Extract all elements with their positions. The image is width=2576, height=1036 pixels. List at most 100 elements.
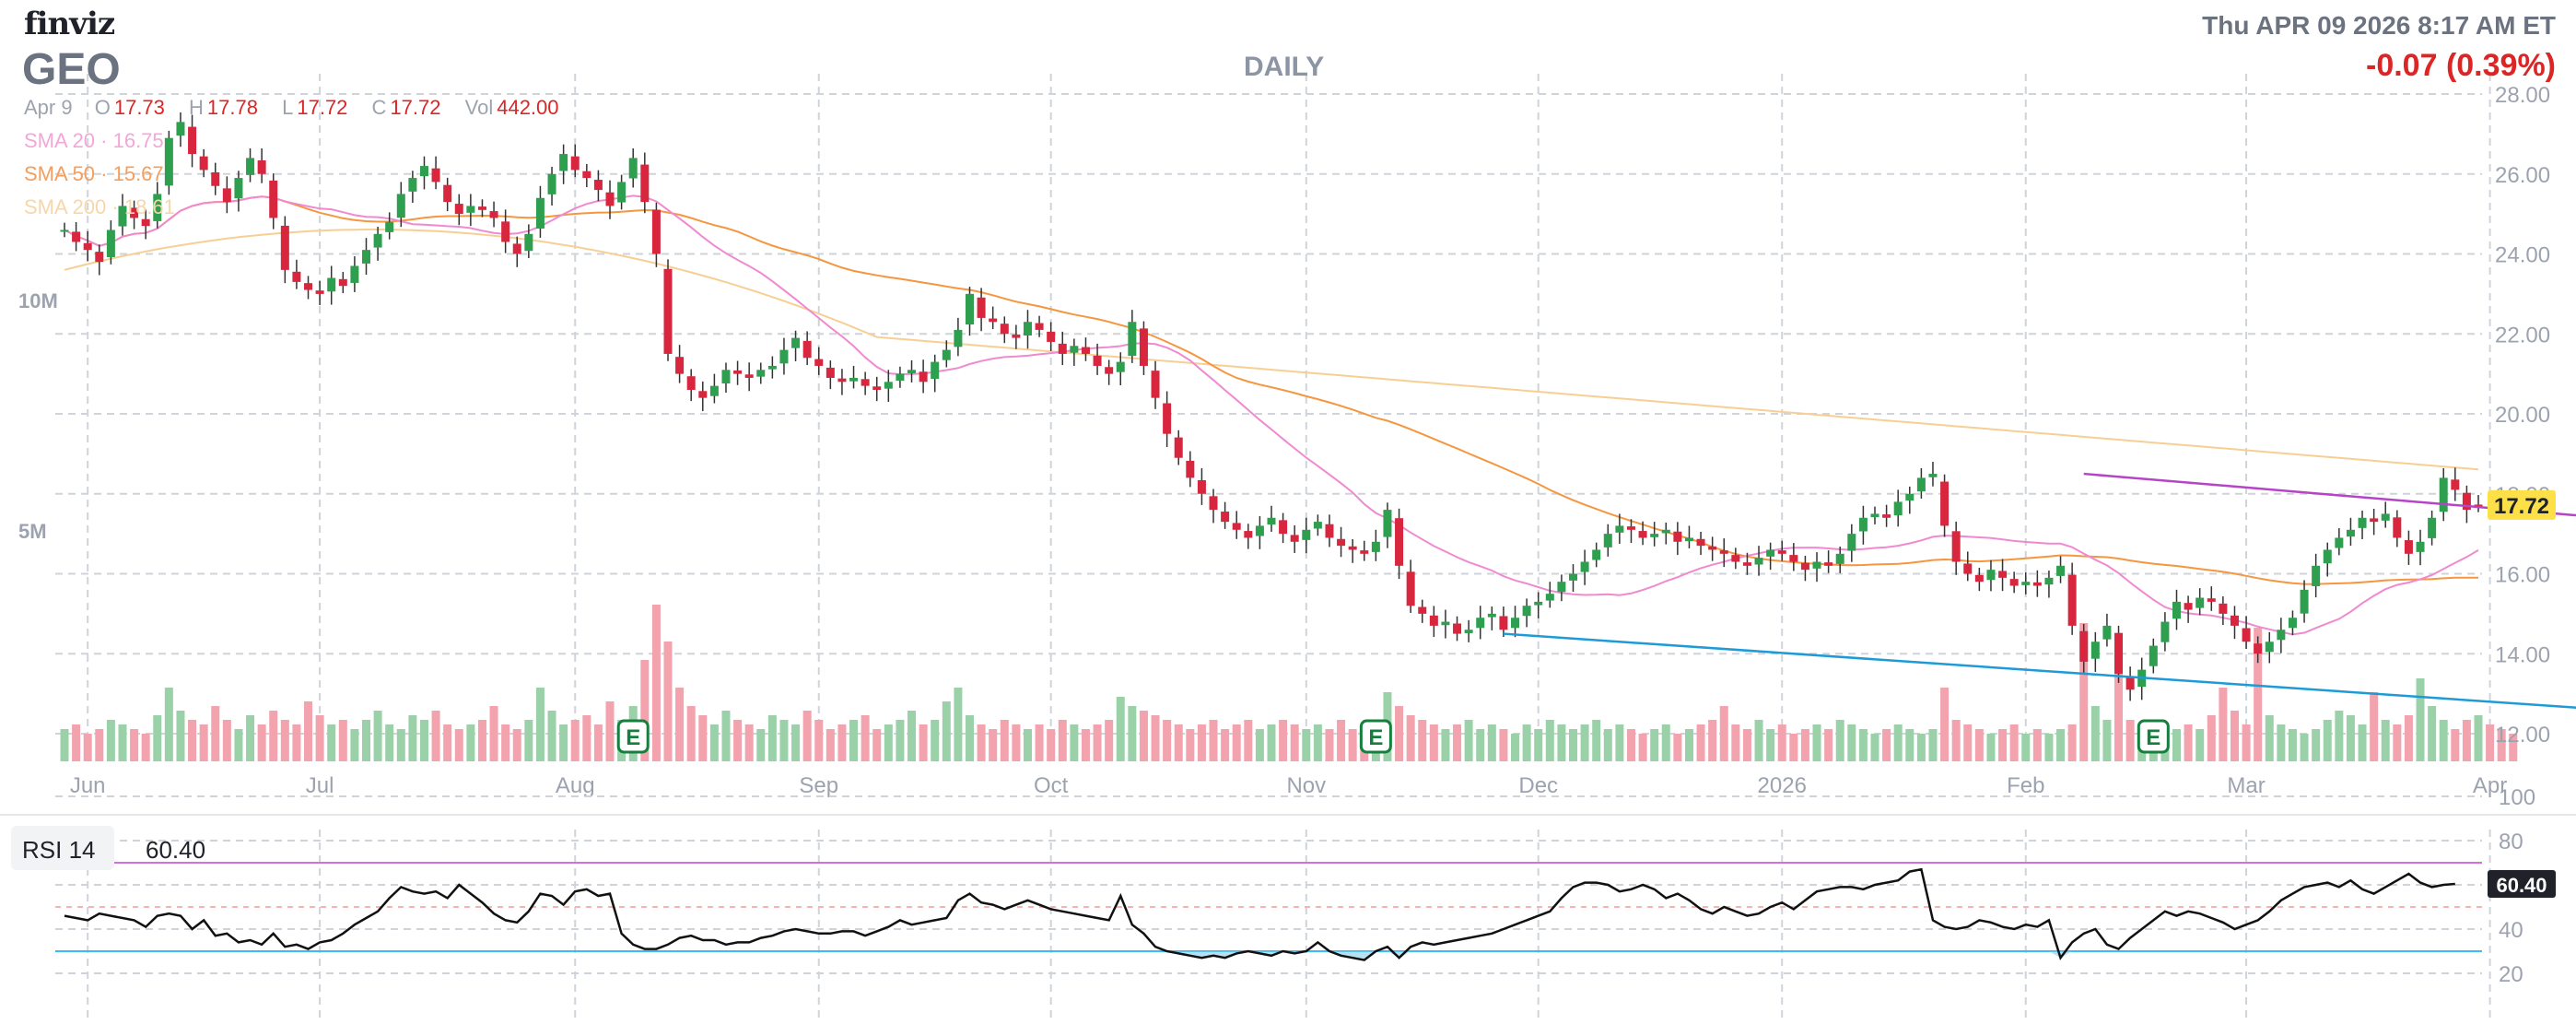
volume-bar (1974, 729, 1984, 761)
volume-bar (1893, 724, 1903, 761)
candle-body (1684, 537, 1693, 542)
volume-bar (269, 711, 278, 761)
volume-bar (2079, 623, 2089, 761)
sma200-legend[interactable]: SMA 200 · 18.61 (24, 195, 175, 218)
rsi-tick-label: 20 (2499, 962, 2523, 987)
volume-bar (188, 720, 197, 761)
volume-bar (884, 724, 893, 761)
candle-body (83, 242, 92, 251)
candle-body (2219, 603, 2228, 614)
candlestick-series (60, 112, 2483, 701)
volume-tick-label: 5M (18, 520, 47, 543)
candle-body (802, 340, 812, 359)
volume-bar (1070, 724, 1079, 761)
candle-body (2184, 603, 2193, 610)
volume-bar (477, 720, 486, 761)
candle-body (1742, 562, 1751, 566)
volume-bar (1592, 720, 1601, 761)
candle-body (2114, 632, 2124, 674)
rsi-tick-label: 40 (2499, 918, 2523, 943)
candle-body (1951, 531, 1961, 562)
candle-body (1267, 517, 1276, 525)
candle-body (1174, 437, 1183, 458)
candle-body (350, 265, 359, 283)
candle-body (2149, 645, 2158, 666)
low-label: L (282, 96, 294, 119)
candle-body (2451, 479, 2460, 490)
candle-body (1963, 563, 1973, 574)
candle-body (2416, 541, 2425, 552)
volume-bar (396, 729, 405, 761)
volume-bar (825, 729, 835, 761)
candle-body (1348, 546, 1357, 550)
volume-bar (1012, 724, 1021, 761)
volume-bar (1221, 729, 1230, 761)
candle-body (1847, 534, 1856, 551)
candle-body (2346, 529, 2355, 537)
volume-bar (559, 724, 568, 761)
candle-body (2277, 630, 2286, 641)
volume-bar (1197, 724, 1206, 761)
volume-bar (1824, 729, 1833, 761)
candle-body (72, 231, 81, 242)
volume-bar (1835, 720, 1844, 761)
volume-bar (1580, 724, 1589, 761)
price-change: -0.07 (0.39%) (2366, 48, 2556, 83)
candle-body (767, 365, 777, 370)
candle-body (1453, 623, 1462, 634)
candle-body (1290, 535, 1299, 542)
candle-body (118, 206, 127, 227)
candle-body (744, 374, 754, 378)
candle-body (1012, 334, 1021, 338)
volume-bar (2277, 724, 2286, 761)
candle-body (582, 171, 591, 179)
volume-bar (1777, 724, 1786, 761)
volume-bar (373, 711, 382, 761)
candle-body (779, 349, 789, 364)
candle-body (2323, 549, 2332, 564)
candle-body (2207, 598, 2216, 602)
high-label: H (189, 96, 204, 119)
candle-body (2381, 513, 2390, 521)
candle-body (966, 293, 974, 325)
volume-bar (1406, 715, 1415, 761)
candle-body (1696, 538, 1705, 547)
candle-body (443, 184, 452, 203)
candle-body (385, 221, 394, 232)
rsi-label-box[interactable] (11, 826, 114, 870)
sma20-legend[interactable]: SMA 20 · 16.75 (24, 129, 164, 152)
volume-bar (2184, 724, 2193, 761)
volume-bar (1557, 724, 1566, 761)
volume-bar (2462, 720, 2471, 761)
volume-bar (1255, 729, 1264, 761)
month-label: 2026 (1758, 773, 1807, 798)
ohlc-readout: Apr 9 O 17.73 H 17.78 L 17.72 C 17.72 Vol 442… (24, 96, 578, 120)
volume-bar (2114, 651, 2124, 761)
candle-body (2288, 618, 2297, 629)
rsi-panel: 2040608010060.40 (55, 785, 2556, 987)
candle-body (1105, 367, 1114, 374)
volume-bar (663, 642, 673, 761)
volume-bar (861, 715, 870, 761)
volume-tick-label: 10M (18, 289, 58, 312)
sma50-legend[interactable]: SMA 50 · 15.67 (24, 162, 164, 185)
candle-body (837, 378, 847, 383)
candle-body (861, 379, 870, 386)
earnings-marker-label: E (626, 725, 640, 750)
rsi-indicator-label[interactable]: RSI 14 (22, 836, 96, 864)
volume-bar (1232, 724, 1241, 761)
volume-bar (535, 688, 544, 761)
finviz-logo[interactable]: finviz (24, 6, 115, 42)
volume-bar (1267, 724, 1276, 761)
volume-bar (744, 724, 754, 761)
volume-bar (2021, 734, 2031, 761)
volume-bar (222, 720, 231, 761)
volume-bar (1766, 729, 1775, 761)
volume-bar (767, 715, 777, 761)
volume-bar (1023, 729, 1032, 761)
volume-bar (1128, 706, 1137, 761)
volume-bar (2102, 720, 2112, 761)
candle-body (1638, 531, 1647, 538)
volume-bar (292, 724, 301, 761)
